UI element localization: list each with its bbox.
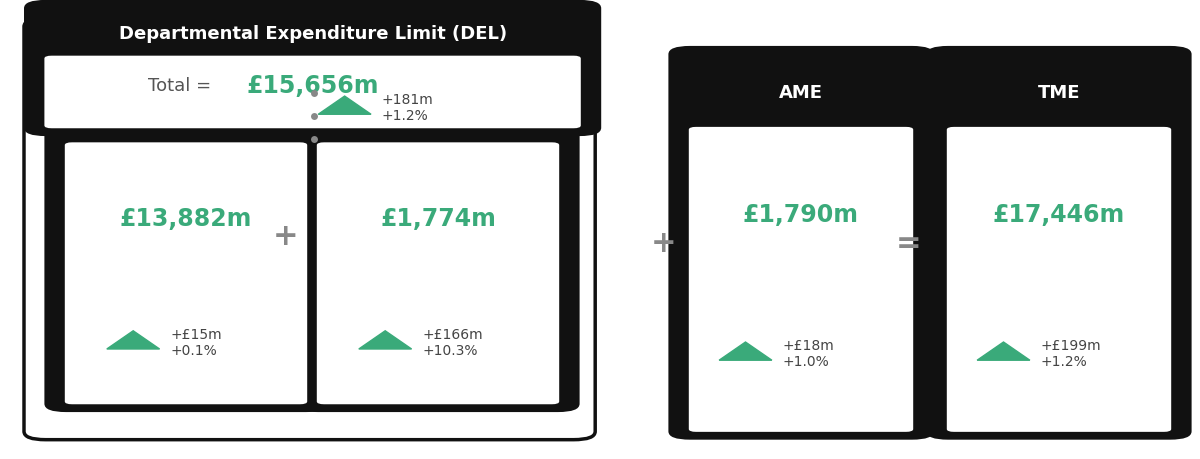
Text: £15,656m: £15,656m: [246, 73, 379, 98]
Text: +: +: [650, 229, 677, 258]
FancyBboxPatch shape: [947, 128, 1171, 432]
Polygon shape: [107, 331, 160, 349]
FancyBboxPatch shape: [668, 47, 934, 440]
FancyBboxPatch shape: [44, 56, 328, 412]
FancyBboxPatch shape: [44, 56, 581, 129]
Text: +£199m: +£199m: [1040, 338, 1102, 352]
Text: £13,882m: £13,882m: [120, 206, 252, 230]
FancyBboxPatch shape: [689, 128, 913, 432]
Text: +£166m: +£166m: [422, 327, 482, 341]
Polygon shape: [719, 342, 772, 360]
Text: +181m: +181m: [382, 93, 433, 106]
Text: AME: AME: [779, 84, 823, 102]
FancyBboxPatch shape: [926, 47, 1192, 440]
Text: Capital DEL: Capital DEL: [380, 96, 496, 114]
Polygon shape: [318, 97, 371, 115]
FancyBboxPatch shape: [317, 143, 559, 404]
FancyBboxPatch shape: [296, 56, 580, 412]
Text: =: =: [895, 229, 922, 258]
Text: +: +: [272, 222, 299, 251]
Text: +£18m: +£18m: [782, 338, 834, 352]
Text: Total =: Total =: [148, 77, 211, 95]
FancyBboxPatch shape: [65, 143, 307, 404]
Text: Departmental Expenditure Limit (DEL): Departmental Expenditure Limit (DEL): [119, 25, 506, 43]
Text: +1.0%: +1.0%: [782, 354, 829, 368]
Text: +0.1%: +0.1%: [170, 343, 217, 357]
Text: £1,790m: £1,790m: [743, 203, 859, 227]
Text: +1.2%: +1.2%: [382, 109, 428, 123]
Polygon shape: [977, 342, 1030, 360]
Text: Revenue DEL: Revenue DEL: [120, 96, 252, 114]
Text: +1.2%: +1.2%: [1040, 354, 1087, 368]
Text: £1,774m: £1,774m: [380, 206, 496, 230]
Text: +£15m: +£15m: [170, 327, 222, 341]
Text: £17,446m: £17,446m: [992, 203, 1126, 227]
Polygon shape: [359, 331, 412, 349]
FancyBboxPatch shape: [24, 1, 601, 137]
Text: +10.3%: +10.3%: [422, 343, 478, 357]
Text: TME: TME: [1038, 84, 1080, 102]
